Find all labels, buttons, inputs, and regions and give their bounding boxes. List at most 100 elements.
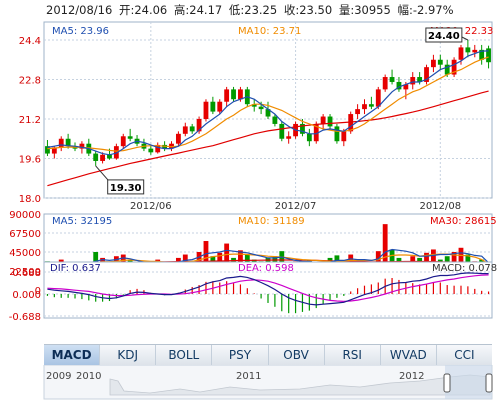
candle-body [251,104,257,107]
volume-legend-item: MA10: 31189 [238,216,305,227]
macd-dif-line [47,272,489,306]
price-ytick: 19.6 [19,155,41,166]
macd-legend-item: DEA: 0.598 [238,263,294,274]
tab-kdj[interactable]: KDJ [100,345,157,365]
tab-rsi[interactable]: RSI [325,345,381,365]
price-ma30-line [47,90,489,187]
candle-body [479,49,485,60]
candle-body [375,89,381,107]
candle-body [382,77,388,90]
candle-body [279,123,285,139]
candle-body [93,153,99,161]
annotation-low-value: 19.30 [110,183,142,194]
navigator-selection[interactable] [445,365,492,399]
candle-body [58,138,64,148]
header-date: 2012/08/16 [46,3,112,17]
candle-body [210,101,216,112]
header-volume: 30955 [354,3,391,17]
header-close: 23.50 [299,3,332,17]
candle-body [265,109,271,117]
navigator-label-2012: 2012 [399,371,424,382]
candle-body [65,138,71,147]
indicator-tabs: MACD KDJ BOLL PSY OBV RSI WVAD CCI [44,344,492,366]
candle-body [196,119,202,132]
candle-body [403,84,409,90]
candle-body [238,89,243,100]
candle-body [320,116,326,124]
volume-ytick: 67500 [9,229,41,240]
navigator-label-2010: 2010 [76,371,101,382]
candle-body [362,104,367,110]
candle-body [224,89,230,102]
candle-body [286,136,292,139]
annotation-box-low [107,179,145,195]
candle-body [175,133,181,144]
header-change: -2.97% [413,3,454,17]
chart-canvas: 2012/08/16 开:24.06 高:24.17 低:23.25 收:23.… [8,3,498,323]
candle-body [341,131,347,142]
candle-body [451,59,457,75]
tab-macd[interactable]: MACD [44,345,101,365]
price-ytick: 24.4 [19,36,41,47]
macd-ytick: 0.688 [12,268,41,279]
navigator-label-2011: 2011 [236,371,261,382]
volume-ytick: 90000 [9,210,41,221]
annotation-high-value: 24.40 [428,31,460,42]
candle-body [417,77,423,82]
volume-legend-item: MA5: 32195 [52,216,112,227]
candle-body [396,81,402,90]
candle-body [327,116,333,127]
macd-legend-item: DIF: 0.637 [50,263,101,274]
price-panel: 24.4 22.8 21.2 19.6 18.0 2012/06 2012/07 2012/0… [19,21,493,212]
header-low: 23.25 [244,3,277,17]
price-xtick: 2012/06 [130,201,172,212]
price-ytick: 18.0 [19,194,41,205]
macd-ytick: -0.688 [9,312,41,323]
candle-body [113,146,119,159]
price-xtick: 2012/08 [420,201,462,212]
header-quote: 2012/08/16 开:24.06 高:24.17 低:23.25 收:23.… [46,3,454,17]
macd-legend-item: MACD: 0.078 [432,263,497,274]
header-close-label: 收 [284,3,296,17]
candle-body [437,59,443,65]
candle-body [155,144,161,153]
tab-psy[interactable]: PSY [212,345,269,365]
navigator-right-handle[interactable] [485,373,493,393]
tab-cci[interactable]: CCI [454,348,475,362]
tab-boll[interactable]: BOLL [156,345,213,365]
candle-body [258,106,264,110]
header-change-label: 幅 [397,3,409,17]
candle-body [51,147,57,154]
candle-body [465,47,471,53]
range-navigator: 2009 2010 2011 2012 [43,365,493,400]
volume-legend-item: MA30: 28615 [430,216,497,227]
header-high-label: 高 [174,3,186,17]
price-ytick: 22.8 [19,76,41,87]
price-xtick: 2012/07 [275,201,317,212]
volume-ma10-line [47,253,489,265]
header-volume-label: 量 [339,3,351,17]
candle-body [182,126,188,134]
annotation-leader [95,165,111,183]
candle-body [389,77,395,82]
header-open: 24.06 [134,3,167,17]
candle-body [444,64,450,75]
candle-body [100,154,105,161]
tab-obv[interactable]: OBV [269,345,325,365]
candle-body [203,101,209,119]
tab-wvad[interactable]: WVAD [381,345,437,365]
candle-body [148,148,154,153]
macd-dea-line [47,274,489,303]
candle-body [410,77,416,85]
navigator-left-handle[interactable] [443,373,451,393]
candle-body [300,123,305,134]
candle-body [458,47,464,60]
candle-body [313,123,319,142]
candle-body [79,143,85,149]
candle-body [334,126,340,142]
volume-ytick: 22500 [9,267,41,278]
volume-ytick: 45000 [9,248,41,259]
price-legend-item: MA10: 23.71 [238,26,301,37]
candle-body [306,133,312,142]
